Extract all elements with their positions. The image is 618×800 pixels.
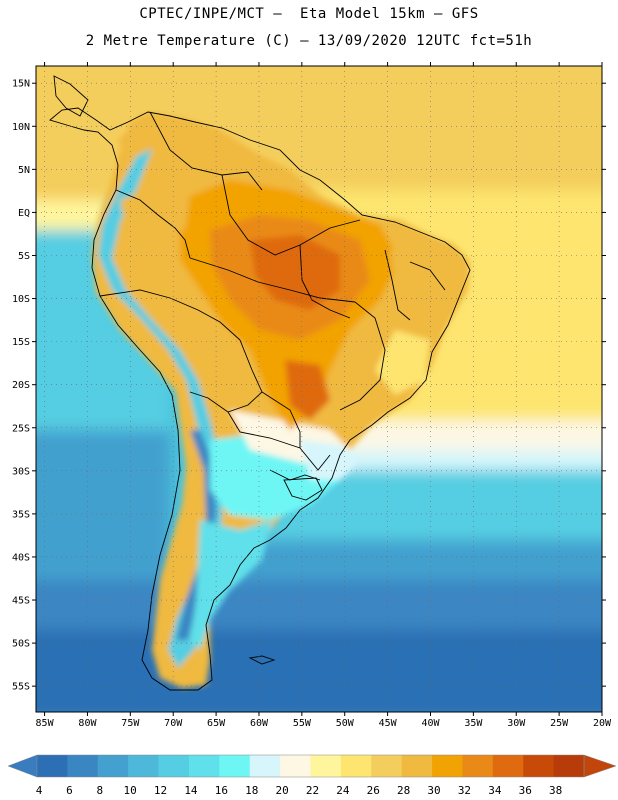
colorbar-swatch <box>97 755 129 777</box>
lon-tick-label: 20W <box>593 718 612 729</box>
colorbar-swatch <box>128 755 159 777</box>
lat-tick-label: 10S <box>12 294 30 305</box>
lat-tick-label: 40S <box>12 552 30 563</box>
lat-tick-label: 15S <box>12 337 30 348</box>
lat-tick-label: 50S <box>12 639 30 650</box>
colorbar-swatch <box>462 755 494 777</box>
lat-tick-label: 55S <box>12 682 30 693</box>
colorbar-label: 34 <box>488 784 502 797</box>
colorbar-label: 32 <box>458 784 471 797</box>
lat-tick-label: 5S <box>18 251 30 262</box>
colorbar-label: 22 <box>306 784 319 797</box>
lat-tick-label: 30S <box>12 466 30 477</box>
colorbar-outline <box>36 754 585 778</box>
colorbar-swatch <box>553 755 585 777</box>
colorbar-swatch <box>401 755 433 777</box>
lon-tick-label: 45W <box>379 718 398 729</box>
lon-tick-label: 25W <box>550 718 569 729</box>
lon-tick-label: 60W <box>250 718 269 729</box>
lon-tick-label: 40W <box>421 718 440 729</box>
lat-tick-label: 25S <box>12 423 30 434</box>
lon-tick-label: 85W <box>36 718 55 729</box>
lat-tick-label: 5N <box>18 165 30 176</box>
colorbar-label: 10 <box>124 784 137 797</box>
colorbar-label: 26 <box>367 784 380 797</box>
colorbar-label: 12 <box>154 784 167 797</box>
colorbar-swatch <box>67 755 99 777</box>
colorbar-label: 14 <box>184 784 198 797</box>
colorbar-swatch <box>340 755 372 777</box>
colorbar-label: 8 <box>96 784 103 797</box>
colorbar-high-arrow <box>583 754 617 778</box>
lon-tick-label: 55W <box>293 718 312 729</box>
land-field <box>92 112 470 688</box>
color-scale-bar: 4 6 8 10 12 14 16 18 20 22 24 26 28 30 32 34 36 38 <box>7 754 617 797</box>
lon-tick-label: 35W <box>464 718 483 729</box>
lat-tick-label: EQ <box>18 208 30 219</box>
colorbar-label: 20 <box>275 784 288 797</box>
longitude-axis: 85W 80W 75W 70W 65W 60W 55W 50W 45W 40W 35W 30W 25W 2… <box>36 62 612 729</box>
map-frame <box>35 65 603 713</box>
lat-tick-label: 15N <box>12 79 30 90</box>
latitude-axis: 15N 10N 5N EQ 5S 10S 15S 20S 25S 30S 35S 40S 45S 50S 5… <box>12 79 606 693</box>
lon-tick-label: 65W <box>207 718 226 729</box>
colorbar-swatch <box>523 755 555 777</box>
colorbar-label: 6 <box>66 784 73 797</box>
lat-tick-label: 10N <box>12 122 30 133</box>
lat-tick-label: 35S <box>12 509 30 520</box>
lon-tick-label: 80W <box>78 718 97 729</box>
colorbar-swatch <box>371 755 403 777</box>
colorbar-label: 16 <box>215 784 228 797</box>
colorbar-swatch <box>432 755 463 777</box>
title-line-2: 2 Metre Temperature (C) – 13/09/2020 12U… <box>85 33 533 49</box>
lat-tick-label: 20S <box>12 380 30 391</box>
colorbar-label: 4 <box>36 784 43 797</box>
colorbar-swatch <box>188 755 220 777</box>
lon-tick-label: 30W <box>507 718 526 729</box>
colorbar-swatch <box>310 755 342 777</box>
title-line-1: CPTEC/INPE/MCT – Eta Model 15km – GFS <box>139 6 479 22</box>
colorbar-label: 36 <box>519 784 532 797</box>
colorbar-label: 24 <box>336 784 350 797</box>
temperature-field <box>36 66 602 712</box>
colorbar-label: 28 <box>397 784 410 797</box>
colorbar-swatch <box>158 755 190 777</box>
lon-tick-label: 50W <box>336 718 355 729</box>
colorbar-label: 18 <box>245 784 258 797</box>
colorbar-label: 38 <box>549 784 562 797</box>
colorbar-swatch <box>280 755 311 777</box>
colorbar-swatch <box>37 755 68 777</box>
colorbar-label: 30 <box>427 784 440 797</box>
colorbar-low-arrow <box>7 754 38 778</box>
lat-tick-label: 45S <box>12 596 30 607</box>
lon-tick-label: 75W <box>121 718 140 729</box>
coastline-boundaries <box>49 75 471 691</box>
colorbar-swatch <box>249 755 281 777</box>
colorbar-swatch <box>492 755 524 777</box>
lon-tick-label: 70W <box>164 718 183 729</box>
colorbar-swatch <box>219 755 251 777</box>
